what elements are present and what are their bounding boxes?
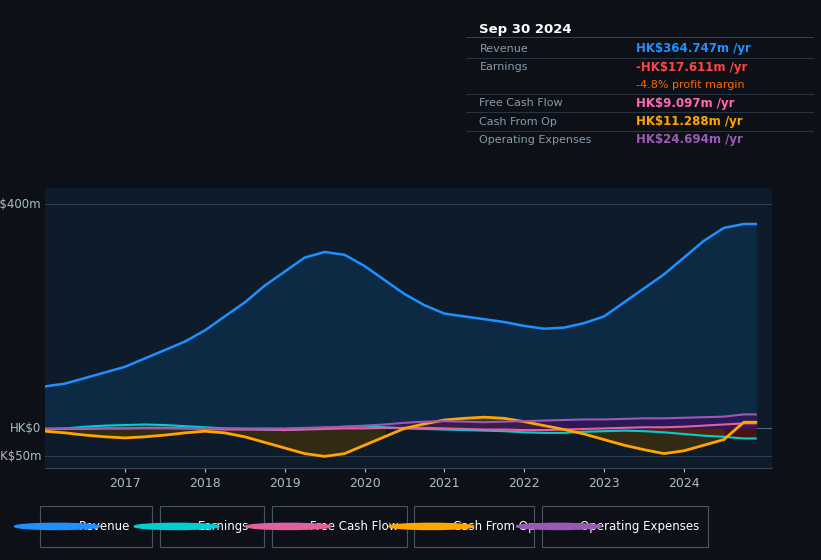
Text: Revenue: Revenue	[479, 44, 528, 54]
Text: -HK$17.611m /yr: -HK$17.611m /yr	[636, 60, 748, 73]
Text: Free Cash Flow: Free Cash Flow	[479, 99, 563, 109]
Text: HK$364.747m /yr: HK$364.747m /yr	[636, 43, 751, 55]
Text: Earnings: Earnings	[479, 62, 528, 72]
Text: HK$11.288m /yr: HK$11.288m /yr	[636, 115, 743, 128]
Text: Earnings: Earnings	[199, 520, 250, 533]
Text: Cash From Op: Cash From Op	[453, 520, 535, 533]
Text: Operating Expenses: Operating Expenses	[580, 520, 699, 533]
Text: -HK$50m: -HK$50m	[0, 450, 42, 463]
Text: HK$0: HK$0	[11, 422, 42, 435]
Text: Operating Expenses: Operating Expenses	[479, 135, 592, 144]
Circle shape	[389, 523, 474, 530]
Circle shape	[516, 523, 601, 530]
Circle shape	[15, 523, 99, 530]
Text: HK$24.694m /yr: HK$24.694m /yr	[636, 133, 743, 146]
Text: HK$9.097m /yr: HK$9.097m /yr	[636, 97, 735, 110]
Text: -4.8% profit margin: -4.8% profit margin	[636, 80, 745, 90]
Circle shape	[246, 523, 331, 530]
Circle shape	[134, 523, 219, 530]
Text: Cash From Op: Cash From Op	[479, 116, 557, 127]
Text: HK$400m: HK$400m	[0, 198, 42, 211]
Text: Sep 30 2024: Sep 30 2024	[479, 23, 572, 36]
Text: Revenue: Revenue	[79, 520, 130, 533]
Text: Free Cash Flow: Free Cash Flow	[310, 520, 398, 533]
